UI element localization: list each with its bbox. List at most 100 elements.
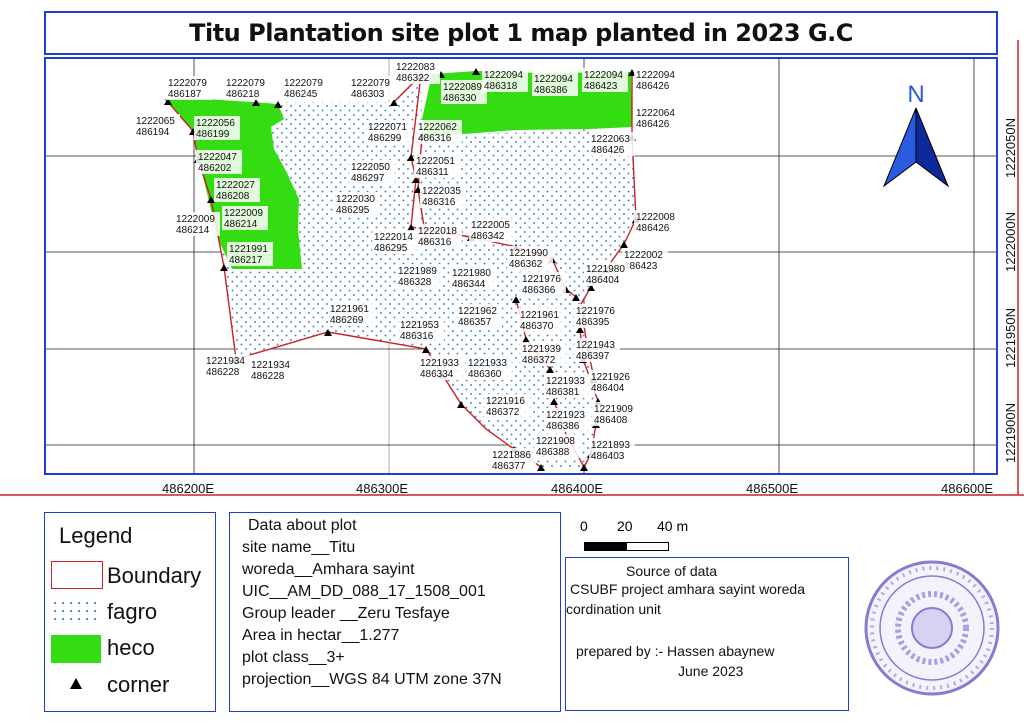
plot-data-line: woreda__Amhara sayint [242, 561, 415, 578]
corner-northing: 1222002 [624, 250, 663, 261]
y-axis-label: 1222050N [1003, 118, 1018, 178]
corner-northing: 1221916 [486, 396, 525, 407]
corner-northing: 1222094 [584, 70, 623, 81]
corner-northing: 1222005 [471, 220, 510, 231]
corner-easting: 486403 [591, 451, 625, 462]
corner-northing: 1222065 [136, 116, 175, 127]
corner-easting: 486334 [420, 369, 454, 380]
corner-northing: 1221939 [522, 344, 561, 355]
corner-easting: 486381 [546, 387, 580, 398]
corner-easting: 486311 [416, 167, 449, 178]
corner-northing: 1221933 [546, 376, 585, 387]
corner-northing: 1222009 [176, 214, 215, 225]
legend-title: Legend [59, 523, 133, 548]
corner-easting: 486344 [452, 279, 486, 290]
corner-northing: 1221980 [586, 264, 625, 275]
corner-northing: 1221980 [452, 268, 491, 279]
prepared-by: prepared by :- Hassen abaynew [576, 643, 775, 659]
corner-northing: 1222094 [534, 74, 573, 85]
corner-easting: 486395 [576, 317, 610, 328]
corner-northing: 1221976 [522, 274, 561, 285]
corner-easting: 486295 [374, 243, 408, 254]
x-axis-label: 486600E [941, 481, 994, 496]
north-label: N [907, 81, 924, 108]
corner-easting: 486303 [351, 89, 385, 100]
corner-northing: 1221933 [468, 358, 507, 369]
corner-easting: 486426 [636, 223, 670, 234]
corner-easting: 486342 [471, 231, 505, 242]
corner-northing: 1221893 [591, 440, 630, 451]
corner-northing: 1222094 [484, 70, 523, 81]
y-axis-label: 1221900N [1003, 403, 1018, 463]
corner-northing: 1221962 [458, 306, 497, 317]
corner-northing: 1222064 [636, 108, 675, 119]
corner-northing: 1221990 [509, 248, 548, 259]
corner-easting: 486366 [522, 285, 556, 296]
corner-easting: 486202 [198, 163, 232, 174]
corner-easting: 486426 [636, 119, 670, 130]
corner-easting: 486397 [576, 351, 610, 362]
corner-easting: 486357 [458, 317, 492, 328]
corner-easting: 486423 [624, 261, 658, 272]
corner-easting: 486318 [484, 81, 518, 92]
corner-northing: 1222083 [396, 62, 435, 73]
plot-data-panel: Data about plot site name__Titu woreda__… [229, 512, 561, 712]
corner-easting: 486208 [216, 191, 250, 202]
corner-easting: 486372 [522, 355, 556, 366]
corner-northing: 1221943 [576, 340, 615, 351]
legend-label-heco: heco [107, 635, 155, 660]
corner-icon [70, 678, 82, 689]
legend-panel: Legend Boundary fagro heco corner [44, 512, 216, 712]
map-title: Titu Plantation site plot 1 map planted … [189, 19, 853, 47]
source-heading: Source of data [626, 563, 718, 579]
corner-northing: 1222071 [368, 122, 407, 133]
plot-data-line: projection__WGS 84 UTM zone 37N [242, 671, 502, 688]
corner-easting: 486228 [251, 371, 285, 382]
y-axis-label: 1222000N [1003, 212, 1018, 272]
corner-easting: 486362 [509, 259, 543, 270]
corner-northing: 1221926 [591, 372, 630, 383]
corner-northing: 1222079 [168, 78, 207, 89]
corner-easting: 486199 [196, 129, 230, 140]
corner-easting: 486316 [400, 331, 434, 342]
corner-easting: 486214 [176, 225, 210, 236]
corner-northing: 1221886 [492, 450, 531, 461]
corner-northing: 1221934 [206, 356, 245, 367]
boundary-swatch [51, 561, 103, 589]
corner-easting: 486187 [168, 89, 202, 100]
corner-northing: 1221909 [594, 404, 633, 415]
corner-easting: 486297 [351, 173, 385, 184]
corner-easting: 486322 [396, 73, 430, 84]
prepared-date: June 2023 [678, 663, 744, 679]
plot-data-line: Group leader __Zeru Tesfaye [242, 605, 450, 622]
x-axis-label: 486300E [356, 481, 409, 496]
corner-northing: 1222089 [443, 82, 482, 93]
corner-easting: 486328 [398, 277, 432, 288]
corner-northing: 1222094 [636, 70, 675, 81]
corner-easting: 486426 [591, 145, 625, 156]
